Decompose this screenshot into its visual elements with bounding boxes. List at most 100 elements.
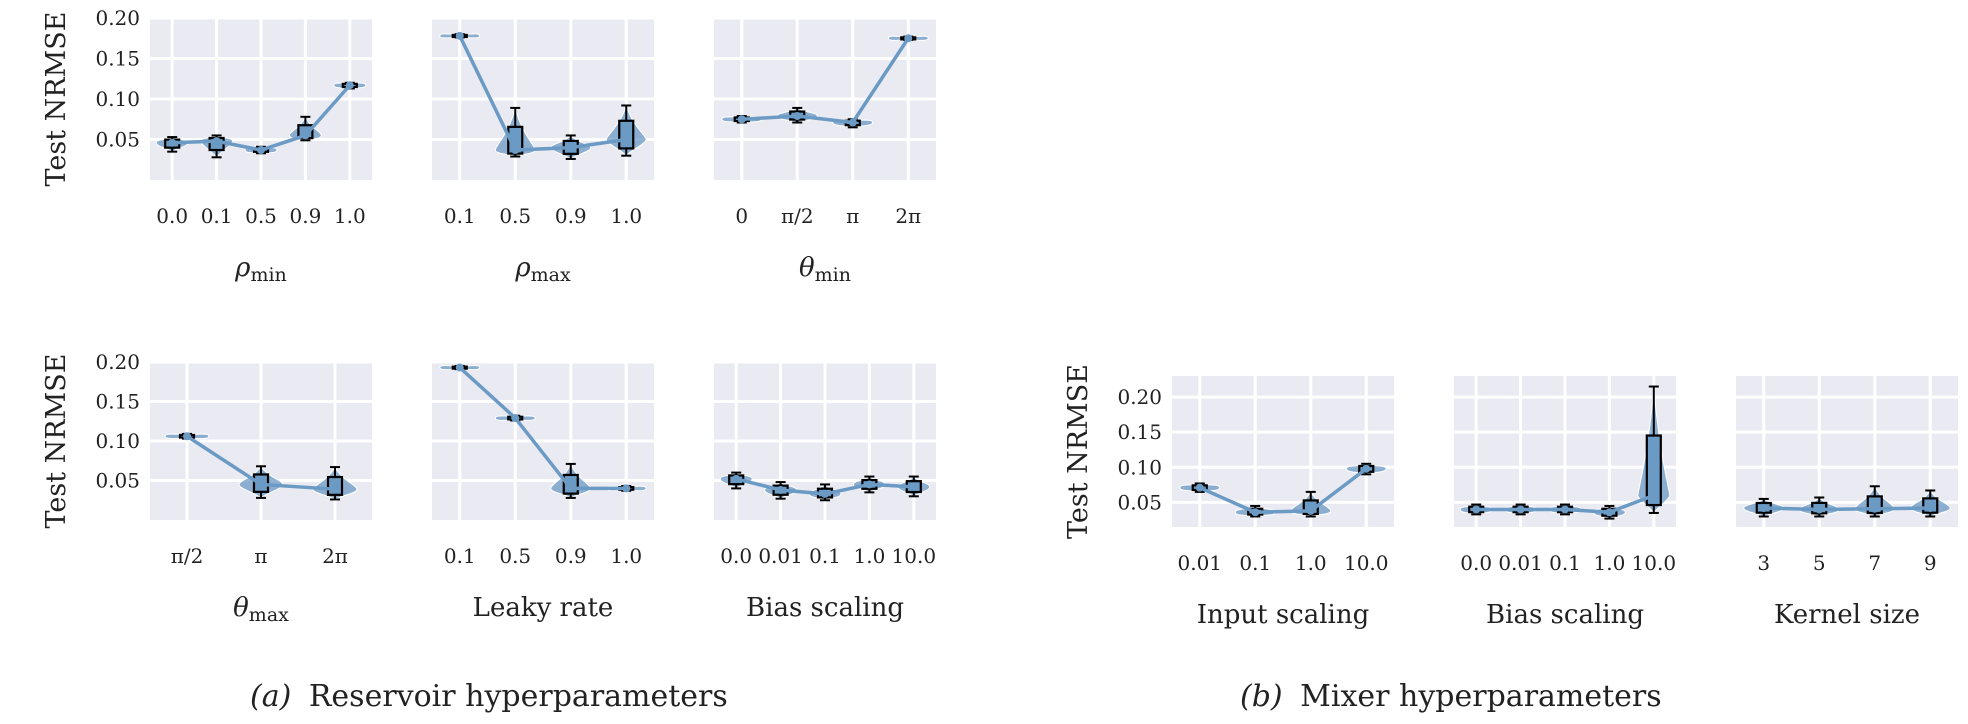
x-tick-label: 9 [1924,551,1937,575]
x-tick-label: 1.0 [334,204,366,228]
data-point [737,115,746,124]
x-axis-label: Bias scaling [746,593,904,623]
x-tick-label: π [254,544,267,568]
y-axis-label: Test NRMSE [41,12,72,187]
data-point [1926,504,1935,513]
data-point [566,143,575,152]
x-tick-label: 0.9 [555,544,587,568]
x-tick-label: 2π [895,204,921,228]
data-point [1516,505,1525,514]
x-tick-label: 0.01 [758,544,803,568]
y-tick-label: 0.10 [95,429,140,453]
data-point [1605,508,1614,517]
data-point [455,363,464,372]
x-tick-label: 0.01 [1498,551,1543,575]
data-point [183,432,191,441]
x-axis-label: Leaky rate [473,593,614,623]
x-tick-label: 0.1 [444,544,476,568]
x-tick-label: 10.0 [1632,551,1677,575]
x-tick-label: 1.0 [1295,551,1327,575]
subplot-rho-min: 0.05 0.10 0.15 0.20 Test NRMSE 0.0 0.1 0.5 0.9 1.… [41,6,372,286]
subplot-rho-max: 0.1 0.5 0.9 1.0 ρmax [432,16,654,286]
subplot-input-scaling: 0.05 0.10 0.15 0.20 Test NRMSE 0.01 0.1 1.0 10.0… [1063,364,1394,630]
x-tick-label: 0.0 [156,204,188,228]
x-tick-label: 0.0 [1460,551,1492,575]
x-tick-label: 5 [1813,551,1826,575]
y-tick-label: 0.10 [1117,455,1162,479]
x-tick-label: 10.0 [892,544,937,568]
data-point [1362,464,1371,473]
x-tick-label: π [846,204,859,228]
series-line [1763,506,1931,512]
y-tick-label: 0.10 [95,87,140,111]
data-point [1759,504,1768,513]
data-point [909,482,918,491]
x-axis-label: ρmax [514,253,571,286]
series-line [1199,467,1368,515]
data-point [1649,491,1658,500]
data-point [212,137,221,146]
x-tick-label: 0.1 [201,204,233,228]
x-tick-label: 0.1 [809,544,841,568]
caption-a: (a) Reservoir hyperparameters [250,679,728,714]
y-tick-label: 0.05 [95,469,140,493]
subplot-theta-min: 0 π/2 π 2π θmin [714,16,936,286]
x-axis-label: θmin [799,253,851,286]
data-point [622,135,631,144]
x-tick-label: 1.0 [853,544,885,568]
subplot-kernel-size: 3 5 7 9 Kernel size [1736,376,1958,630]
y-tick-label: 0.20 [95,350,140,374]
x-tick-label: 7 [1868,551,1881,575]
data-point [848,118,857,127]
y-tick-label: 0.05 [1117,490,1162,514]
y-tick-label: 0.20 [95,6,140,30]
caption-a-label: (a) [250,679,291,714]
data-point [904,34,913,43]
data-point [168,138,177,147]
plot-area [1172,376,1394,527]
data-point [511,414,520,423]
x-axis-label: ρmin [234,253,287,286]
box [618,119,635,150]
x-tick-label: 1.0 [1593,551,1625,575]
x-tick-label: 0.5 [499,204,531,228]
x-tick-label: 3 [1757,551,1770,575]
data-point [1251,508,1260,517]
data-point [257,480,265,489]
y-tick-label: 0.05 [95,128,140,152]
x-tick-label: 0.9 [289,204,321,228]
x-tick-label: 2π [322,544,348,568]
x-tick-label: π/2 [781,204,814,228]
box [1645,434,1662,507]
data-point [1195,483,1204,492]
caption-b-text: Mixer hyperparameters [1300,679,1662,714]
subplot-leaky-rate: 0.1 0.5 0.9 1.0 Leaky rate [432,360,654,623]
data-point [511,146,520,155]
data-point [566,484,575,493]
x-tick-label: 0.9 [555,204,587,228]
y-tick-label: 0.15 [95,390,140,414]
caption-b-label: (b) [1240,679,1283,714]
data-point [732,474,741,483]
data-point [1561,505,1569,514]
data-point [345,81,354,90]
x-tick-label: 0.1 [444,204,476,228]
y-axis-label: Test NRMSE [1063,364,1094,539]
data-point [331,485,339,494]
series-line [458,366,627,491]
x-tick-label: 0.1 [1239,551,1271,575]
x-tick-label: 0.1 [1549,551,1581,575]
data-point [301,131,310,140]
x-tick-label: 0.01 [1177,551,1222,575]
data-point [821,489,829,498]
subplot-bias-scaling-a: 0.0 0.01 0.1 1.0 10.0 Bias scaling [714,360,937,623]
data-point [776,485,785,494]
x-axis-label: Bias scaling [1486,600,1644,630]
y-tick-label: 0.15 [95,47,140,71]
series-line [741,37,910,125]
data-point [1870,504,1879,513]
x-tick-label: 0.5 [499,544,531,568]
data-point [1306,506,1315,515]
data-point [622,484,631,493]
